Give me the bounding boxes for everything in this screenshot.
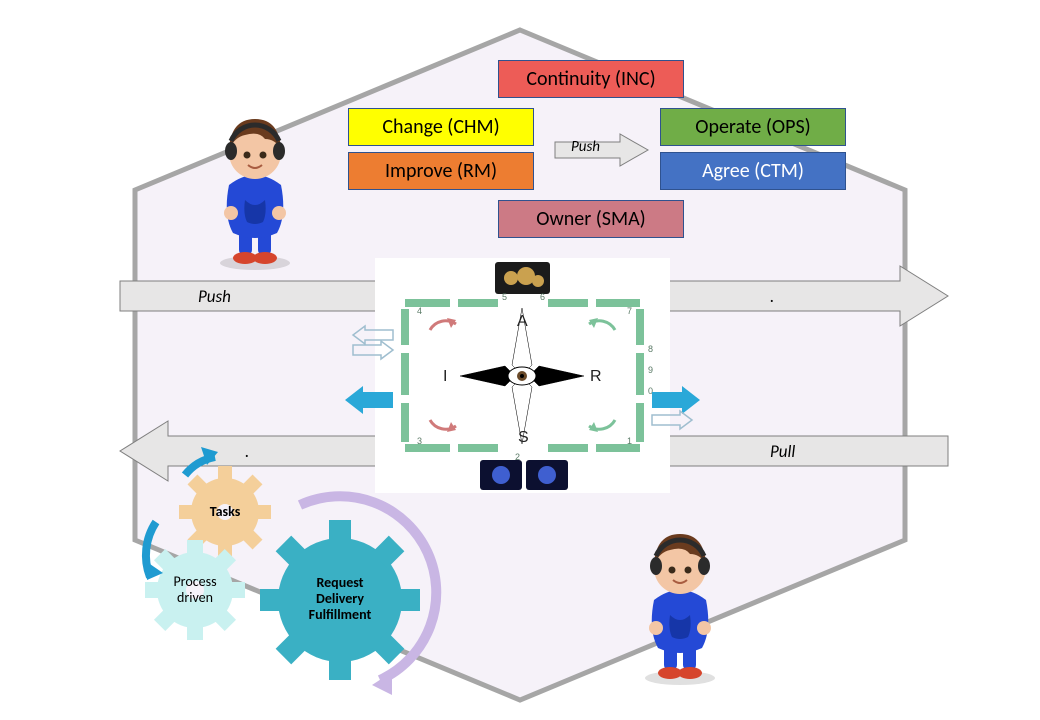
box-owner-label: Owner (SMA): [536, 207, 645, 231]
gear-request-label: RequestDeliveryFulfillment: [295, 575, 385, 623]
push-small-label: Push: [571, 138, 600, 156]
compass-panel: 4567 890 123 A R S I: [345, 258, 700, 493]
box-owner: Owner (SMA): [498, 200, 684, 238]
box-operate-label: Operate (OPS): [695, 115, 811, 139]
big-push-dot: .: [770, 286, 774, 307]
svg-text:7: 7: [627, 306, 632, 316]
box-continuity-label: Continuity (INC): [526, 67, 655, 91]
box-agree: Agree (CTM): [660, 152, 846, 190]
big-pull-label: Pull: [770, 441, 795, 462]
big-pull-dot: .: [245, 441, 249, 462]
svg-text:5: 5: [502, 292, 507, 302]
big-push-label: Push: [198, 286, 231, 307]
compass-r: R: [590, 368, 602, 385]
box-improve: Improve (RM): [348, 152, 534, 190]
character-right: [645, 534, 715, 685]
compass-s: S: [518, 429, 529, 446]
compass-a: A: [517, 313, 528, 330]
box-agree-label: Agree (CTM): [702, 159, 804, 183]
svg-text:6: 6: [540, 292, 545, 302]
svg-text:9: 9: [648, 365, 653, 375]
svg-text:4: 4: [417, 306, 422, 316]
svg-text:3: 3: [417, 436, 422, 446]
box-improve-label: Improve (RM): [385, 159, 497, 183]
svg-text:2: 2: [515, 452, 520, 462]
svg-text:8: 8: [648, 344, 653, 354]
svg-text:1: 1: [627, 436, 632, 446]
gear-process-label: Processdriven: [163, 574, 227, 606]
box-continuity: Continuity (INC): [498, 60, 684, 98]
box-change: Change (CHM): [348, 108, 534, 146]
box-change-label: Change (CHM): [382, 115, 499, 139]
compass-i: I: [443, 368, 447, 385]
box-operate: Operate (OPS): [660, 108, 846, 146]
gear-tasks-label: Tasks: [203, 504, 247, 520]
